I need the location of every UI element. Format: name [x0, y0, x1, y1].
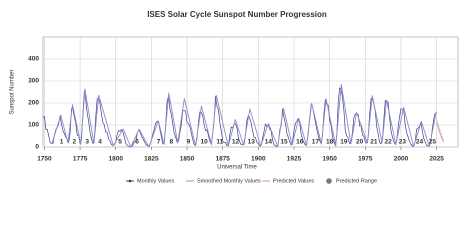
y-axis-label: Sunspot Number — [10, 69, 16, 114]
y-tick-label: 400 — [28, 56, 39, 63]
cycle-label: 2 — [73, 139, 77, 146]
cycle-label: 25 — [429, 139, 437, 146]
legend-label: Smoothed Monthly Values — [197, 178, 261, 184]
cycle-label: 20 — [356, 139, 364, 146]
cycle-label: 5 — [118, 139, 122, 146]
plot-area — [42, 36, 459, 148]
cycle-label: 15 — [280, 139, 288, 146]
cycle-label: 19 — [340, 139, 348, 146]
cycle-label: 21 — [370, 139, 378, 146]
legend-label: Monthly Values — [137, 178, 174, 184]
x-tick-label: 1950 — [322, 156, 337, 163]
cycle-label: 3 — [85, 139, 89, 146]
chart-title: ISES Solar Cycle Sunspot Number Progress… — [147, 10, 327, 19]
legend-marker — [326, 178, 332, 184]
cycle-label: 12 — [232, 139, 240, 146]
x-tick-label: 1800 — [108, 156, 123, 163]
y-tick-label: 100 — [28, 122, 39, 129]
cycle-label: 24 — [416, 139, 424, 146]
cycle-label: 18 — [326, 139, 334, 146]
legend-label: Predicted Values — [273, 178, 314, 184]
cycle-label: 7 — [157, 139, 161, 146]
series-line — [436, 121, 445, 142]
cycle-label: 13 — [248, 139, 256, 146]
x-tick-label: 1875 — [215, 156, 230, 163]
series-line — [42, 87, 436, 148]
cycle-label: 14 — [265, 139, 273, 146]
series-layer — [42, 83, 445, 148]
chart: ISES Solar Cycle Sunspot Number Progress… — [9, 10, 459, 185]
x-axis-label: Universal Time — [217, 165, 257, 171]
x-tick-label: 1975 — [358, 156, 373, 163]
x-tick-label: 1825 — [144, 156, 159, 163]
cycle-label: 6 — [135, 139, 139, 146]
y-tick-label: 300 — [28, 78, 39, 85]
series-line — [51, 83, 437, 148]
cycle-label: 8 — [170, 139, 174, 146]
x-tick-label: 1750 — [37, 156, 52, 163]
x-tick-label: 1925 — [287, 156, 302, 163]
cycle-label: 23 — [399, 139, 407, 146]
cycle-label: 9 — [187, 139, 191, 146]
x-tick-label: 2025 — [429, 156, 444, 163]
legend-marker — [128, 179, 132, 183]
x-tick-label: 1775 — [73, 156, 88, 163]
cycle-label: 4 — [98, 139, 102, 146]
x-tick-label: 1850 — [180, 156, 195, 163]
cycle-label: 10 — [201, 139, 209, 146]
cycle-label: 16 — [296, 139, 304, 146]
y-tick-label: 0 — [35, 144, 39, 151]
cycle-label: 17 — [312, 139, 320, 146]
cycle-label: 22 — [385, 139, 393, 146]
x-tick-label: 2000 — [394, 156, 409, 163]
legend-label: Predicted Range — [336, 178, 377, 184]
x-tick-label: 1900 — [251, 156, 266, 163]
cycle-label: 11 — [216, 139, 223, 146]
cycle-label: 1 — [60, 139, 64, 146]
y-tick-label: 200 — [28, 100, 39, 107]
